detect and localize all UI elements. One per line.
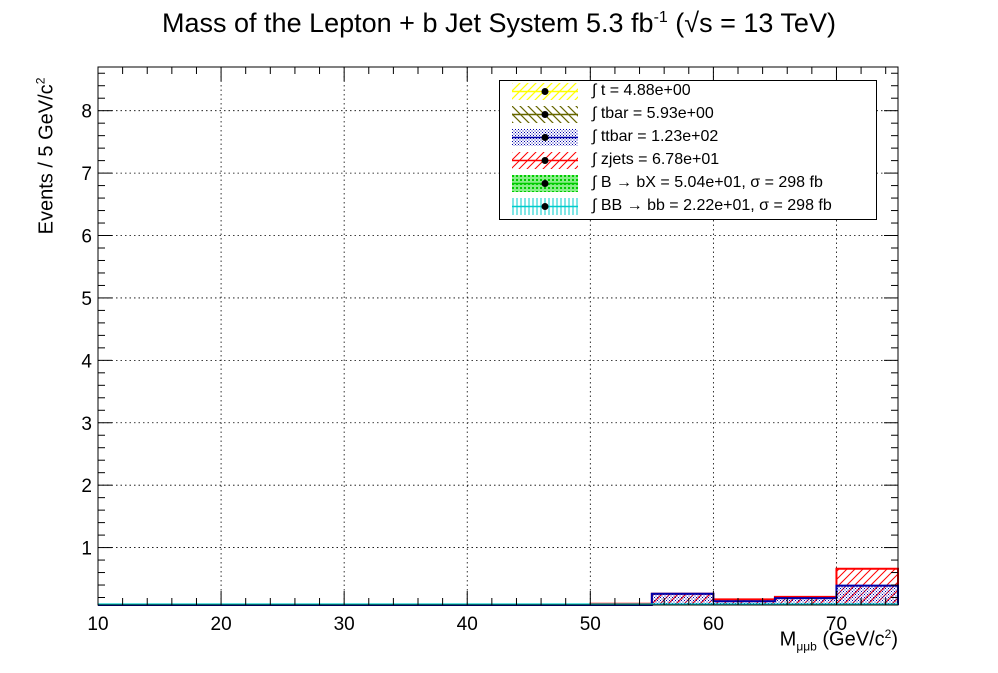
y-tick-label: 6 [81,227,92,248]
legend-label-zjets: ∫ zjets = 6.78e+01 [592,151,720,168]
x-axis-label-unit: (GeV/c [816,628,885,651]
y-tick-label: 4 [81,351,92,372]
x-tick-label: 10 [87,614,108,635]
x-axis-label-main: M [779,628,797,651]
x-tick-label: 50 [580,614,601,635]
x-axis-label-sup: 2 [884,627,892,641]
legend-symbol-ttbar [512,129,578,146]
y-axis-label-main: Events / 5 GeV/c [35,84,58,235]
y-axis-label: Events / 5 GeV/c2 [34,78,59,235]
bar-ttbar [713,601,775,605]
legend-entry-t: ∫ t = 4.88e+00 [500,81,878,104]
legend-symbol-b-bx [512,175,578,192]
legend-entry-b-bx: ∫ B → bX = 5.04e+01, σ = 298 fb [500,173,878,196]
x-tick-label: 40 [457,614,478,635]
legend-label-t: ∫ t = 4.88e+00 [592,82,691,99]
legend-entry-zjets: ∫ zjets = 6.78e+01 [500,150,878,173]
y-tick-label: 1 [81,539,92,560]
x-tick-label: 60 [703,614,724,635]
legend-entry-ttbar: ∫ ttbar = 1.23e+02 [500,127,878,150]
legend-symbol-bb-bb [512,198,578,215]
x-axis-label-sub: μμb [796,639,817,654]
bar-ttbar [651,593,714,605]
chart-title-sup: -1 [653,9,668,26]
legend-label-ttbar: ∫ ttbar = 1.23e+02 [592,128,719,145]
chart-title-energy: (√s = 13 TeV) [667,8,836,38]
legend-label-bb-bb: ∫ BB → bb = 2.22e+01, σ = 298 fb [592,197,832,214]
bar-ttbar [774,598,837,605]
y-tick-label: 7 [81,164,92,185]
plot-border [97,66,899,606]
x-axis-label: Mμμb (GeV/c2) [780,627,898,654]
legend-entry-bb-bb: ∫ BB → bb = 2.22e+01, σ = 298 fb [500,196,878,219]
legend-symbol-t [512,83,578,100]
y-tick-label: 8 [81,102,92,123]
chart-title: Mass of the Lepton + b Jet System 5.3 fb… [0,8,998,39]
legend-symbol-zjets [512,152,578,169]
x-tick-label: 30 [334,614,355,635]
axis-ticks [97,67,898,605]
histogram-bars [98,567,899,606]
bar-ttbar [836,585,898,605]
y-tick-label: 3 [81,414,92,435]
x-tick-label: 70 [826,614,847,635]
y-axis-label-sup: 2 [33,77,48,85]
y-tick-label: 5 [81,289,92,310]
legend-label-tbar: ∫ tbar = 5.93e+00 [592,105,714,122]
legend-entry-tbar: ∫ tbar = 5.93e+00 [500,104,878,127]
x-tick-label: 20 [211,614,232,635]
plot-frame [97,66,899,606]
legend-label-b-bx: ∫ B → bX = 5.04e+01, σ = 298 fb [592,174,823,191]
y-tick-label: 2 [81,476,92,497]
chart-title-main: Mass of the Lepton + b Jet System 5.3 fb [162,8,654,38]
axis-tick-labels: 10 20 30 40 50 60 70 1 2 3 4 5 6 7 8 [81,102,847,635]
legend-box: ∫ t = 4.88e+00 ∫ tbar = 5.93e+00 ∫ ttbar… [499,80,877,220]
x-axis-label-close: ) [891,628,898,651]
legend-symbol-tbar [512,106,578,123]
